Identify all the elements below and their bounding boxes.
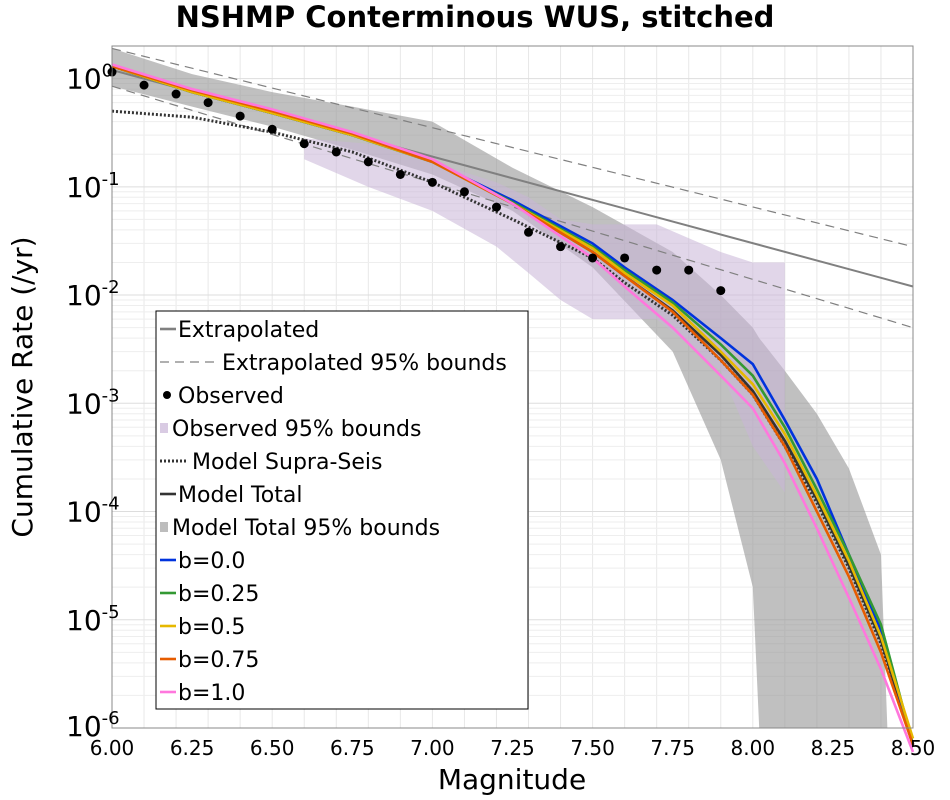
legend-item: b=0.25 bbox=[160, 582, 259, 607]
legend-item: Observed 95% bounds bbox=[160, 417, 421, 442]
legend-label: b=0.25 bbox=[178, 582, 259, 607]
observed-points bbox=[107, 67, 726, 296]
y-tick-label: 10-3 bbox=[66, 385, 120, 420]
x-tick-label: 7.75 bbox=[650, 736, 695, 760]
legend-swatch-dot bbox=[163, 391, 171, 399]
y-tick-label: 100 bbox=[66, 61, 113, 96]
y-tick-label: 10-5 bbox=[66, 602, 120, 637]
x-tick-label: 6.50 bbox=[250, 736, 295, 760]
y-tick-label: 10-4 bbox=[66, 494, 120, 529]
y-tick-label: 10-6 bbox=[66, 708, 120, 743]
legend-label: b=0.0 bbox=[178, 549, 245, 574]
observed-point bbox=[716, 286, 726, 296]
legend-label: Observed bbox=[178, 384, 284, 409]
legend-label: Extrapolated 95% bounds bbox=[222, 351, 507, 376]
observed-point bbox=[139, 80, 149, 90]
observed-point bbox=[203, 98, 213, 108]
observed-point bbox=[491, 202, 501, 212]
x-tick-label: 7.00 bbox=[410, 736, 455, 760]
observed-point bbox=[459, 187, 469, 197]
legend-swatch-box bbox=[160, 522, 168, 532]
legend-label: Model Total bbox=[178, 483, 302, 508]
legend-label: Observed 95% bounds bbox=[172, 417, 421, 442]
observed-point bbox=[395, 169, 405, 179]
x-tick-label: 6.25 bbox=[170, 736, 215, 760]
series-line-1 bbox=[111, 47, 914, 248]
y-tick-label: 10-2 bbox=[66, 277, 120, 312]
y-axis-label: Cumulative Rate (/yr) bbox=[6, 236, 39, 537]
y-tick-labels: 100 10-1 10-2 10-3 10-4 10-5 10-6 bbox=[66, 61, 120, 743]
series-line-3 bbox=[111, 109, 915, 746]
legend-item: Model Total 95% bounds bbox=[160, 516, 440, 541]
legend-item: b=0.5 bbox=[160, 615, 245, 640]
legend-label: Model Supra-Seis bbox=[192, 450, 382, 475]
legend-label: b=0.5 bbox=[178, 615, 245, 640]
observed-point bbox=[171, 89, 181, 99]
legend-label: Model Total 95% bounds bbox=[172, 516, 440, 541]
x-tick-label: 7.50 bbox=[570, 736, 615, 760]
legend-item: Extrapolated 95% bounds bbox=[160, 351, 507, 376]
observed-point bbox=[524, 227, 534, 237]
series-line-8 bbox=[111, 65, 915, 746]
legend-item: Extrapolated bbox=[160, 318, 319, 343]
observed-point bbox=[556, 242, 566, 252]
observed-point bbox=[684, 265, 694, 275]
observed-point bbox=[235, 111, 245, 121]
legend-box bbox=[155, 310, 529, 710]
x-tick-label: 6.00 bbox=[90, 736, 135, 760]
chart-legend: Extrapolated Extrapolated 95% bounds Obser… bbox=[155, 310, 529, 710]
observed-point bbox=[299, 139, 309, 149]
observed-point bbox=[363, 157, 373, 167]
series-line-2 bbox=[111, 85, 914, 329]
observed-point bbox=[331, 147, 341, 157]
x-tick-label: 7.25 bbox=[490, 736, 535, 760]
observed-point bbox=[588, 253, 598, 263]
legend-item: b=0.75 bbox=[160, 648, 259, 673]
x-tick-label: 6.75 bbox=[330, 736, 375, 760]
legend-item: Model Supra-Seis bbox=[160, 450, 382, 475]
observed-point bbox=[620, 253, 630, 263]
legend-item: Observed bbox=[163, 384, 284, 409]
series-line-7 bbox=[111, 65, 915, 739]
legend-item: Model Total bbox=[160, 483, 302, 508]
legend-label: b=0.75 bbox=[178, 648, 259, 673]
observed-point bbox=[652, 265, 662, 275]
legend-swatch-box bbox=[160, 423, 168, 433]
legend-label: b=1.0 bbox=[178, 681, 245, 706]
x-axis-label: Magnitude bbox=[438, 763, 586, 796]
series-lines bbox=[111, 47, 915, 753]
series-line-9 bbox=[111, 63, 915, 753]
chart-title: NSHMP Conterminous WUS, stitched bbox=[176, 0, 775, 34]
legend-item: b=1.0 bbox=[160, 681, 245, 706]
observed-point bbox=[427, 177, 437, 187]
x-tick-labels: 6.00 6.25 6.50 6.75 7.00 7.25 7.50 7.75 8.00 8.25… bbox=[90, 736, 936, 760]
plot-frame bbox=[111, 45, 914, 729]
legend-item: b=0.0 bbox=[160, 549, 245, 574]
y-tick-label: 10-1 bbox=[66, 169, 120, 204]
x-tick-label: 8.00 bbox=[731, 736, 776, 760]
x-tick-label: 8.25 bbox=[811, 736, 856, 760]
observed-point bbox=[267, 124, 277, 134]
x-tick-label: 8.50 bbox=[891, 736, 936, 760]
legend-label: Extrapolated bbox=[178, 318, 319, 343]
